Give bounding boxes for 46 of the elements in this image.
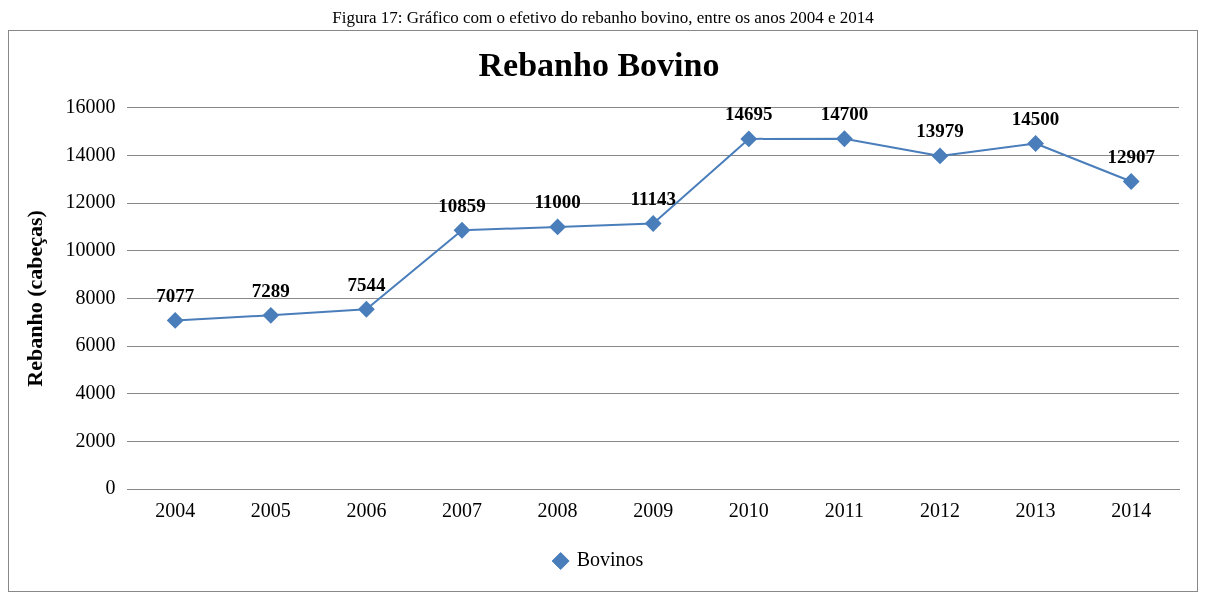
point: [1027, 135, 1044, 152]
text: Figura 17: Gráfico com o efetivo do rebanho bovino, entre os anos 2004 e 2014: [331, 8, 875, 29]
x-tick-label: 2005: [250, 499, 291, 522]
y-tick-label: 2000: [75, 428, 116, 451]
data-label: 14500: [1011, 107, 1060, 129]
point: [645, 215, 662, 232]
y-tick-label: 0: [105, 476, 116, 499]
data-label: 13979: [916, 120, 964, 142]
data-label: 7289: [251, 279, 290, 301]
data-label: 14695: [725, 103, 773, 125]
y-tick-label: 12000: [65, 190, 116, 213]
point: [167, 312, 184, 329]
data-label: 7544: [347, 273, 386, 295]
y-tick-label: 14000: [65, 142, 116, 165]
data-label: 14700: [820, 103, 869, 125]
y-axis-title: Rebanho (cabeças): [21, 210, 47, 387]
x-tick-label: 2008: [537, 499, 578, 522]
data-label: 12907: [1107, 145, 1156, 167]
y-tick-label: 6000: [75, 333, 116, 356]
data-label: 7077: [156, 284, 195, 306]
chart-title: Rebanho Bovino: [478, 46, 720, 84]
x-tick-label: 2009: [633, 499, 674, 522]
x-tick-label: 2006: [346, 499, 387, 522]
y-tick-label: 8000: [75, 285, 116, 308]
point: [836, 130, 853, 147]
legend-label: Bovinos: [576, 548, 644, 571]
point: [454, 222, 470, 239]
y-tick-label: 16000: [65, 95, 116, 118]
point: [262, 307, 279, 324]
y-tick-label: 10000: [65, 238, 116, 260]
point: [740, 130, 757, 147]
point: [1123, 173, 1140, 190]
point: [932, 147, 948, 164]
data-label: 11143: [630, 187, 676, 209]
x-tick-label: 2011: [824, 499, 865, 522]
x-tick-label: 2010: [728, 499, 769, 522]
x-tick-label: 2004: [155, 499, 196, 522]
data-label: 11000: [534, 191, 581, 213]
x-tick-label: 2013: [1015, 499, 1056, 522]
point: [358, 301, 375, 318]
x-tick-label: 2007: [442, 499, 482, 522]
data-label: 10859: [438, 194, 486, 216]
x-tick-label: 2012: [920, 499, 960, 522]
y-tick-label: 4000: [75, 380, 116, 403]
x-tick-label: 2014: [1111, 499, 1152, 522]
point: [549, 218, 566, 235]
